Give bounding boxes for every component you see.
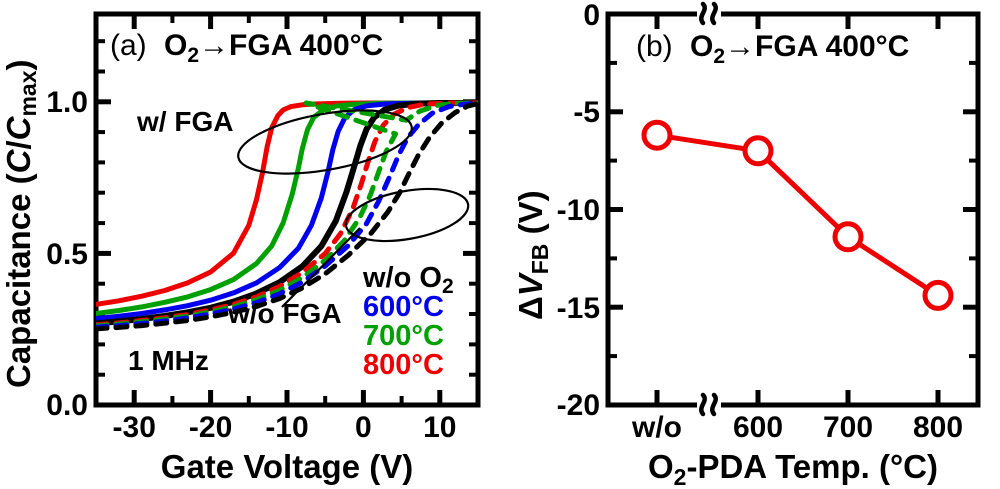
x-tick-label: w/o (631, 411, 682, 444)
panel-b-plot-frame (605, 11, 981, 408)
x-tick-label: -30 (113, 411, 156, 444)
y-tick-label: -10 (557, 194, 600, 227)
panel-b-data-line (656, 132, 940, 298)
x-tick-label: -20 (189, 411, 232, 444)
ellipse-annotation-without-fga (344, 187, 470, 243)
x-tick-label: 600 (733, 411, 783, 444)
x-tick-label: 800 (913, 411, 963, 444)
panel-b-axis-break-bottom (697, 392, 721, 417)
curve-600C-with-fga (96, 100, 478, 322)
panel-a: (a) O2→FGA 400°C w/ FGA w/o FGA 1 MHz w/… (0, 11, 481, 485)
x-tick-label: -10 (265, 411, 308, 444)
svg-text:O2→FGA 400°C: O2→FGA 400°C (690, 30, 909, 68)
panel-a-y-axis-title: Capacitance (C/Cmax) (0, 60, 41, 389)
panel-b-tag: (b) (636, 30, 673, 63)
svg-text:O2→FGA 400°C: O2→FGA 400°C (164, 29, 383, 67)
panel-a-x-minor-ticks (170, 14, 404, 405)
panel-a-x-axis-title: Gate Voltage (V) (161, 448, 413, 485)
y-tick-label: 0 (583, 0, 600, 32)
legend-item-700C: 700°C (363, 320, 444, 352)
panel-b-x-major-ticks (654, 14, 941, 405)
panel-b-data-point (641, 119, 673, 151)
panel-b-series (641, 119, 954, 311)
svg-text:ΔVFB (V): ΔVFB (V) (512, 190, 553, 320)
curve-without-O2-without-fga (96, 101, 478, 332)
y-tick-label: -20 (557, 389, 600, 422)
panel-a-annotation-with-fga: w/ FGA (136, 106, 233, 137)
panel-b-y-axis-title: ΔVFB (V) (512, 190, 553, 320)
panel-a-title: O2→FGA 400°C (164, 29, 383, 67)
panel-b-data-point (922, 279, 954, 311)
panel-a-x-tick-labels: -30 -20 -10 0 10 (113, 411, 457, 444)
panel-b: (b) O2→FGA 400°C w/o 600 700 800 0 -5 -1… (512, 0, 981, 489)
legend-item-600C: 600°C (363, 291, 444, 323)
panel-a-annotation-without-fga: w/o FGA (227, 298, 342, 329)
panel-a-frequency-note: 1 MHz (128, 345, 209, 376)
panel-b-title: O2→FGA 400°C (690, 30, 909, 68)
legend-item-without-O2: w/o O2 (362, 262, 454, 298)
ellipse-annotation-with-fga (237, 109, 413, 175)
panel-a-curves (96, 100, 478, 332)
panel-b-data-point (742, 135, 774, 167)
y-tick-label: -15 (557, 292, 600, 325)
legend-item-800C: 800°C (363, 349, 444, 381)
panel-b-x-tick-labels: w/o 600 700 800 (631, 411, 963, 444)
panel-a-x-major-ticks (131, 14, 443, 405)
panel-b-x-axis-title: O2-PDA Temp. (°C) (648, 448, 938, 489)
y-tick-label: 1.0 (46, 86, 88, 119)
x-tick-label: 700 (823, 411, 873, 444)
y-tick-label: 0.5 (46, 238, 88, 271)
y-tick-label: -5 (573, 96, 600, 129)
x-tick-label: 10 (423, 411, 456, 444)
panel-b-y-major-ticks (608, 11, 978, 408)
panel-a-y-tick-labels: 0.0 0.5 1.0 (46, 86, 88, 422)
panel-b-data-point (832, 221, 864, 253)
panel-b-y-minor-ticks (608, 60, 978, 359)
svg-text:O2-PDA Temp. (°C): O2-PDA Temp. (°C) (648, 448, 938, 489)
panel-b-axis-break-top (697, 1, 721, 26)
svg-text:Capacitance (C/Cmax): Capacitance (C/Cmax) (0, 60, 41, 389)
y-tick-label: 0.0 (46, 389, 88, 422)
x-tick-label: 0 (355, 411, 372, 444)
panel-a-y-minor-ticks (96, 39, 478, 377)
panel-b-y-tick-labels: 0 -5 -10 -15 -20 (557, 0, 600, 422)
panel-a-tag: (a) (110, 29, 147, 62)
leader-line-without-fga (281, 227, 361, 308)
panel-a-legend: w/o O2 600°C 700°C 800°C (362, 262, 454, 381)
